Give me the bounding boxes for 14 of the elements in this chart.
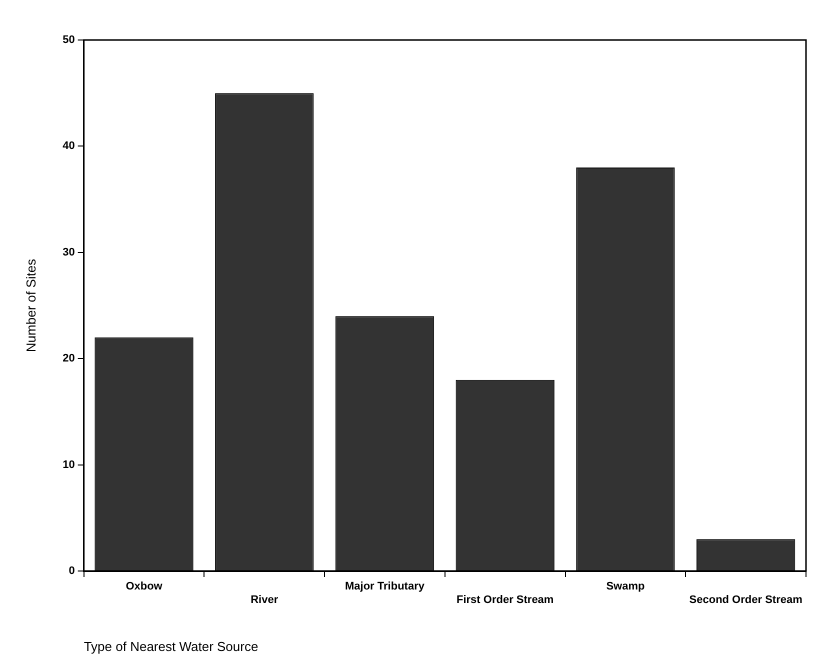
y-tick-label: 40	[62, 140, 75, 152]
y-tick-label: 20	[62, 352, 75, 365]
y-tick-label: 10	[62, 458, 75, 471]
x-tick-label: Swamp	[606, 580, 645, 593]
x-tick-label: Oxbow	[126, 580, 163, 593]
x-tick-label: River	[250, 594, 279, 606]
y-tick-label: 30	[62, 246, 75, 258]
y-tick-label: 50	[62, 34, 75, 46]
y-axis-title: Number of Sites	[23, 258, 38, 352]
x-tick-label: First Order Stream	[456, 594, 554, 606]
x-axis-title: Type of Nearest Water Source	[84, 638, 258, 654]
y-tick-label: 0	[68, 565, 75, 578]
x-tick-label: Second Order Stream	[689, 594, 803, 606]
x-tick-label: Major Tributary	[345, 580, 426, 593]
